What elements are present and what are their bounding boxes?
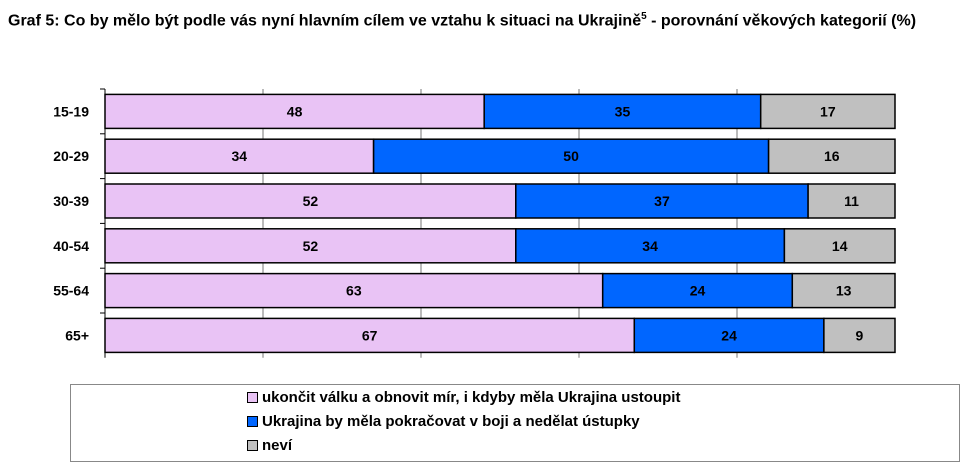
chart-title: Graf 5: Co by mělo být podle vás nyní hl…	[8, 11, 917, 30]
bar-segment	[104, 138, 375, 174]
bar-segment	[759, 93, 896, 130]
category-label: 15-19	[53, 103, 89, 119]
data-label: 24	[721, 327, 737, 343]
category-label: 20-29	[53, 148, 89, 164]
data-label: 17	[820, 103, 836, 119]
category-label: 55-64	[53, 283, 89, 299]
legend-swatch	[247, 392, 258, 403]
legend-item-dontknow: neví	[247, 437, 292, 454]
bar-segment	[104, 93, 485, 130]
data-label: 50	[563, 148, 579, 164]
legend-swatch	[247, 416, 258, 427]
data-label: 11	[844, 193, 859, 209]
data-label: 24	[690, 283, 706, 299]
data-label: 35	[615, 103, 631, 119]
data-label: 52	[303, 193, 319, 209]
data-label: 13	[836, 283, 852, 299]
bar-segment	[791, 272, 896, 309]
bar-segment	[823, 317, 896, 354]
bar-segment	[104, 183, 517, 219]
legend-item-peace: ukončit válku a obnovit mír, i kdyby měl…	[247, 389, 680, 406]
bar-segment	[601, 272, 794, 309]
data-label: 67	[362, 327, 378, 343]
legend: ukončit válku a obnovit mír, i kdyby měl…	[70, 384, 960, 462]
category-label: 30-39	[53, 193, 89, 209]
category-label: 40-54	[53, 238, 89, 254]
bar-segment	[767, 138, 896, 174]
data-label: 34	[232, 148, 248, 164]
bar-segment	[104, 228, 517, 264]
bar-segment	[515, 228, 786, 264]
bar-segment	[515, 183, 809, 219]
data-label: 34	[642, 238, 658, 254]
data-label: 63	[346, 283, 362, 299]
bar-chart: 15-19 48 35 17 20-29 34 50 16 30-39 52 37 11 40-54 52…	[53, 88, 896, 358]
bar-segment	[807, 183, 896, 219]
legend-swatch	[247, 440, 258, 451]
data-label: 37	[654, 193, 670, 209]
category-label: 65+	[65, 327, 89, 343]
legend-item-fight: Ukrajina by měla pokračovat v boji a ned…	[247, 413, 640, 430]
bar-segment	[104, 272, 604, 309]
data-label: 52	[303, 238, 319, 254]
bar-segment	[104, 317, 636, 354]
data-label: 9	[856, 327, 864, 343]
data-label: 14	[832, 238, 848, 254]
bar-segment	[372, 138, 770, 174]
data-label: 48	[287, 103, 303, 119]
bar-segment	[783, 228, 896, 264]
data-label: 16	[824, 148, 840, 164]
